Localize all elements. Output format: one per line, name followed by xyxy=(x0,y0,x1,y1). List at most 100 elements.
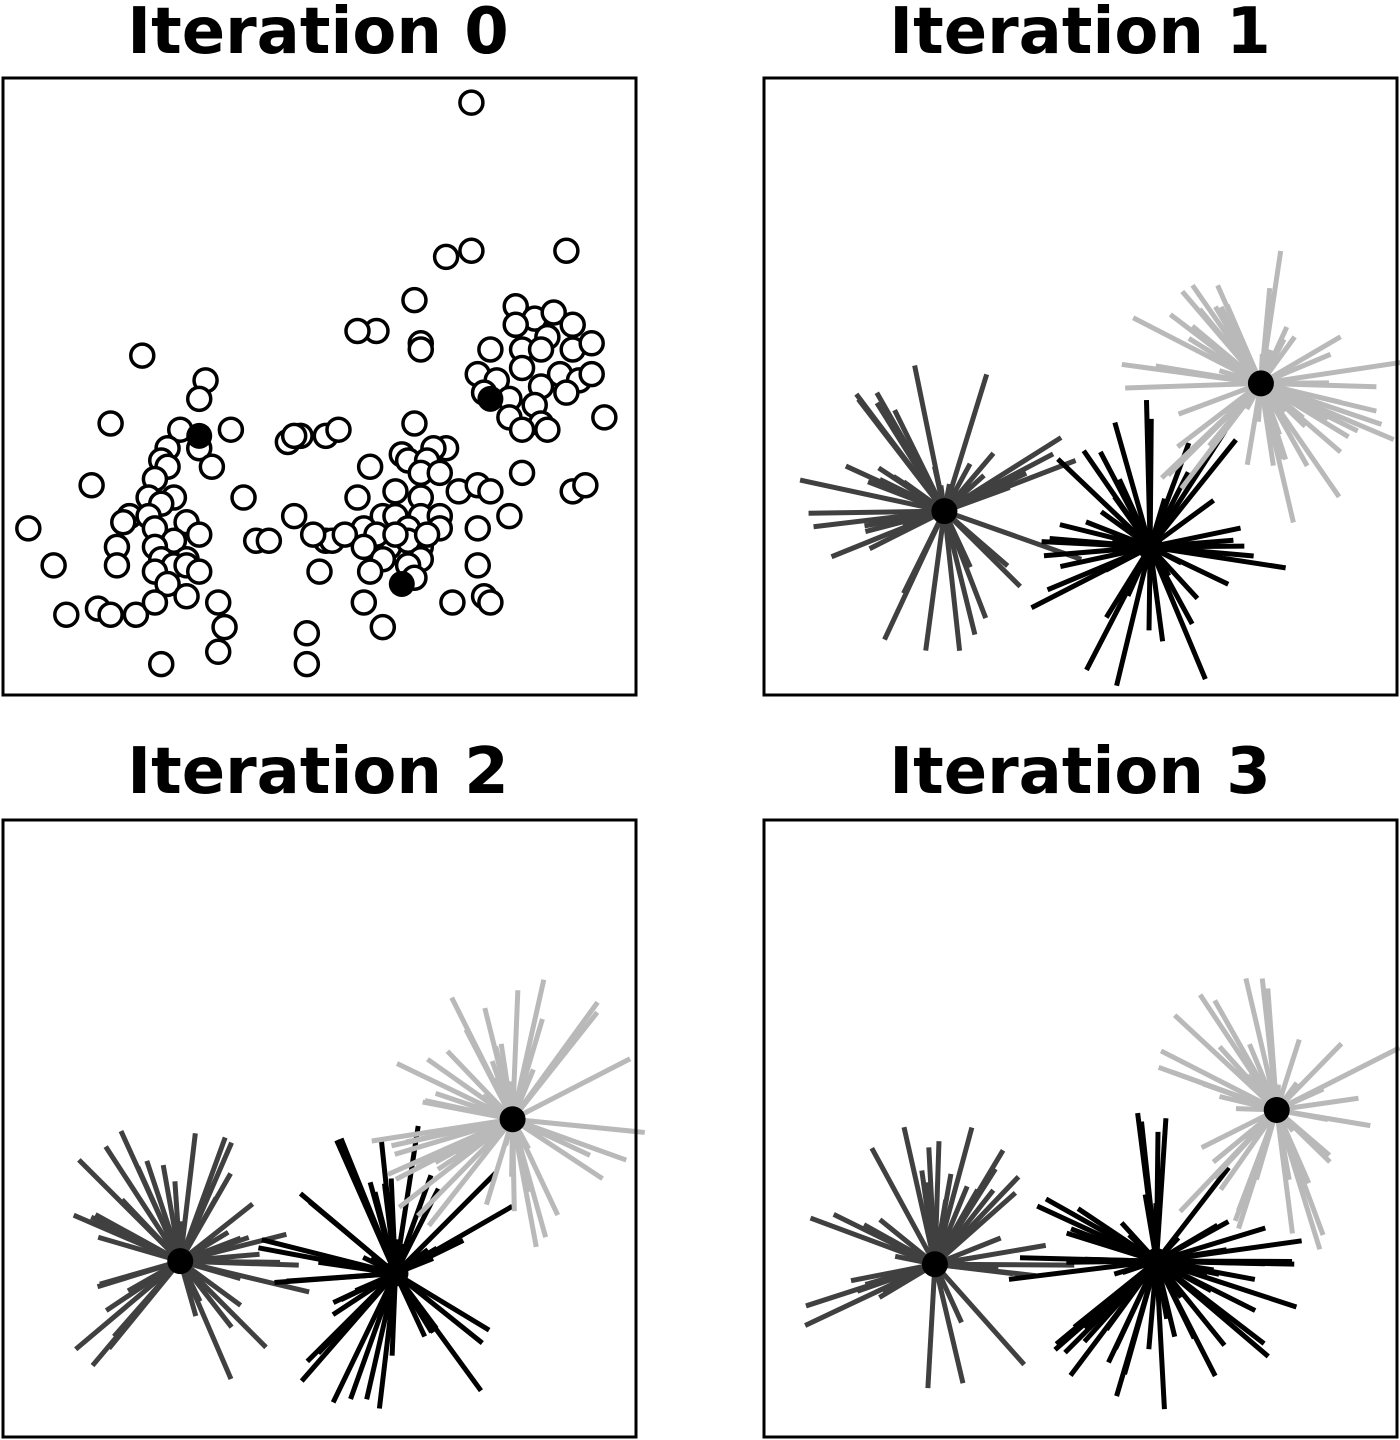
assignment-line xyxy=(179,1258,310,1295)
data-point xyxy=(407,336,435,363)
assignment-line xyxy=(932,1141,942,1265)
assignment-line xyxy=(1259,381,1350,440)
assignment-line xyxy=(1259,381,1395,442)
assignment-line xyxy=(1260,380,1377,390)
assignment-line xyxy=(874,391,947,513)
panel-title-iteration-0: Iteration 0 xyxy=(127,0,509,69)
assignment-line xyxy=(1030,544,1152,610)
panel-iteration-0 xyxy=(1,76,638,697)
axes-frame xyxy=(1,818,638,1439)
assignment-line xyxy=(74,1259,182,1352)
panel-iteration-2 xyxy=(1,818,645,1439)
data-point xyxy=(477,478,504,505)
assignment-line xyxy=(1159,1048,1278,1113)
assignment-line xyxy=(1146,1260,1159,1350)
assignment-line xyxy=(901,510,947,595)
panel-iteration-3 xyxy=(762,818,1400,1439)
assignment-line xyxy=(1190,324,1263,386)
assignment-line xyxy=(1112,421,1153,548)
assignment-line xyxy=(1160,381,1263,480)
assignment-line xyxy=(1212,999,1279,1112)
data-point xyxy=(369,613,397,641)
data-point xyxy=(553,379,580,406)
assignment-line xyxy=(941,510,978,636)
data-point xyxy=(103,552,131,579)
centroid-point xyxy=(167,1248,194,1275)
data-point xyxy=(293,620,321,647)
data-point xyxy=(350,533,378,561)
data-point xyxy=(382,521,409,548)
assignment-line xyxy=(103,1145,183,1263)
assignment-line xyxy=(1265,988,1280,1111)
data-point xyxy=(534,416,561,443)
assignment-line xyxy=(1170,1069,1278,1113)
data-point xyxy=(401,286,428,314)
data-point xyxy=(458,237,485,265)
data-point xyxy=(230,484,257,511)
assignment-line xyxy=(394,1117,514,1182)
assignment-line xyxy=(1148,498,1216,549)
assignment-line xyxy=(72,1212,182,1264)
data-point xyxy=(78,471,105,499)
data-point xyxy=(426,459,454,487)
data-point xyxy=(97,410,124,437)
assignment-line xyxy=(856,397,947,513)
data-point xyxy=(204,589,232,616)
assignment-line xyxy=(923,510,947,651)
assignment-line xyxy=(799,477,945,514)
assignment-line xyxy=(925,1264,938,1389)
data-point xyxy=(141,589,169,616)
assignment-line xyxy=(943,508,1083,562)
assignment-line xyxy=(1155,363,1262,386)
assignment-line xyxy=(932,1263,966,1384)
data-point xyxy=(173,583,200,610)
assignment-line xyxy=(1260,360,1400,386)
assignment-line xyxy=(510,1118,549,1238)
assignment-line xyxy=(1218,1108,1279,1191)
assignment-line xyxy=(389,1273,398,1356)
assignment-line xyxy=(934,1261,1037,1279)
data-point xyxy=(129,342,156,369)
data-point xyxy=(540,299,567,326)
data-point xyxy=(299,521,327,548)
assignment-line xyxy=(1155,1258,1298,1310)
assignment-line xyxy=(510,1118,560,1217)
data-point xyxy=(527,336,555,363)
assignment-line xyxy=(1135,1112,1159,1262)
assignment-line xyxy=(424,1098,514,1122)
assignment-line xyxy=(511,1056,632,1122)
assignment-line xyxy=(1114,546,1153,687)
data-point xyxy=(211,613,238,641)
centroid-point xyxy=(499,1106,526,1133)
assignment-line xyxy=(1274,1109,1326,1236)
assignment-line xyxy=(932,1188,980,1266)
data-point xyxy=(40,552,67,579)
assignment-line xyxy=(933,1262,1027,1367)
centroid-point xyxy=(1247,370,1274,397)
assignment-line xyxy=(179,1231,288,1264)
data-point xyxy=(356,453,384,480)
data-point xyxy=(502,311,529,339)
assignment-line xyxy=(1147,545,1208,681)
data-point xyxy=(439,589,466,616)
data-point xyxy=(344,317,371,345)
assignment-line xyxy=(1243,977,1280,1111)
assignment-line xyxy=(864,508,945,529)
assignment-line xyxy=(348,1272,398,1400)
assignment-line xyxy=(933,1190,1018,1267)
data-point xyxy=(458,89,485,116)
assignment-line xyxy=(510,1018,545,1120)
panel-iteration-1 xyxy=(762,76,1400,697)
assignment-line xyxy=(397,1117,515,1210)
data-point xyxy=(280,422,308,450)
data-point xyxy=(477,336,504,363)
assignment-line xyxy=(1076,1206,1158,1264)
assignment-line xyxy=(178,1201,255,1264)
data-point xyxy=(508,416,536,443)
assignment-line xyxy=(1008,1258,1157,1282)
data-point xyxy=(508,354,536,382)
data-point xyxy=(185,385,213,413)
data-point xyxy=(401,410,428,437)
assignment-line xyxy=(1190,283,1263,385)
data-point xyxy=(508,459,536,487)
